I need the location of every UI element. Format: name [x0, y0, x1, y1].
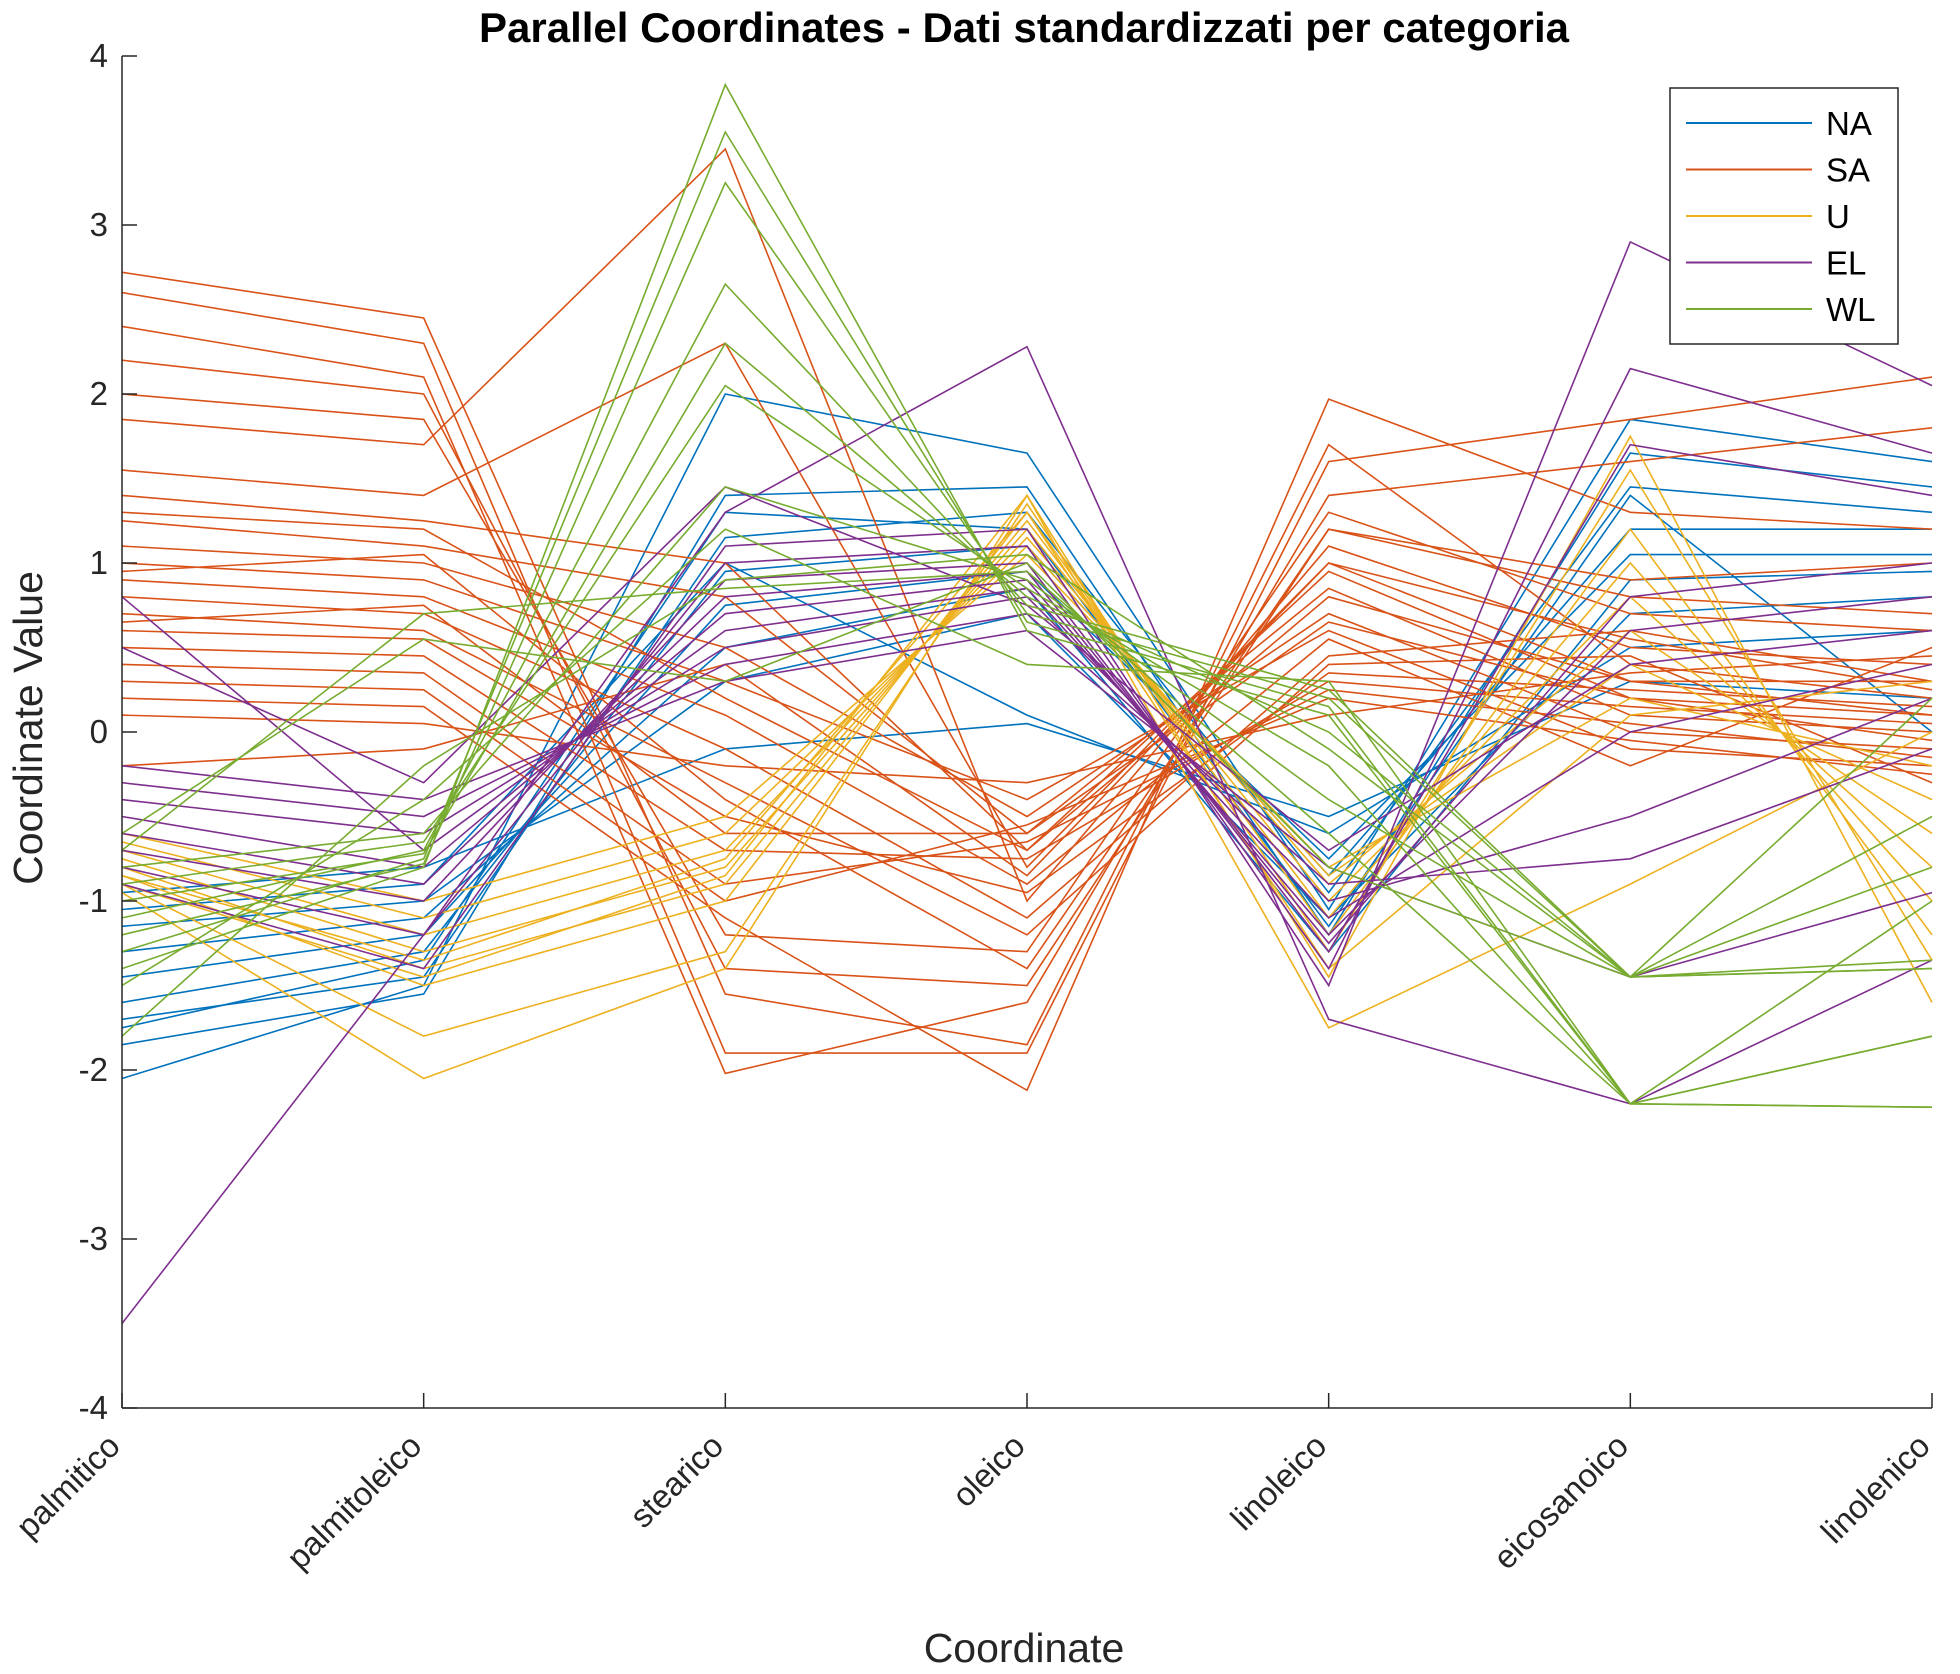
series-u-line-0 [121, 434, 1933, 1080]
legend: NA SA U EL WL [1669, 87, 1899, 345]
y-tick-label: 0 [90, 713, 108, 750]
series-na-line-9 [121, 494, 1933, 1029]
y-tick-label: -2 [79, 1051, 108, 1088]
series-wl-line-4 [121, 342, 1933, 979]
series-el-line-5 [121, 579, 1933, 936]
x-tick-label-stearico: stearico [622, 1427, 730, 1535]
series-sa-line-14 [121, 629, 1933, 894]
series-wl-line-9 [121, 528, 1933, 1108]
series-sa-line-13 [121, 612, 1933, 936]
series-sa-line-4 [121, 393, 1933, 953]
series-sa-line-1 [121, 291, 1933, 1054]
legend-label-el: EL [1826, 245, 1866, 282]
y-tick-label: 1 [90, 544, 108, 581]
legend-label-sa: SA [1826, 152, 1870, 189]
legend-label-na: NA [1826, 105, 1872, 142]
series-sa-line-11 [121, 579, 1933, 886]
y-tick-label: 4 [90, 37, 108, 74]
series-u-line-1 [121, 468, 1933, 1038]
chart-title: Parallel Coordinates - Dati standardizza… [479, 4, 1570, 51]
series-sa-line-16 [121, 663, 1933, 885]
plot-lines [121, 82, 1933, 1324]
series-na-line-8 [121, 680, 1933, 894]
axes: -4 -3 -2 -1 0 1 2 3 4 palmitico palmitoleico steari… [9, 37, 1937, 1576]
series-u-line-2 [121, 510, 1933, 987]
x-tick-label-palmitico: palmitico [9, 1427, 127, 1545]
series-sa-line-10 [121, 562, 1933, 801]
y-tick-label: 3 [90, 206, 108, 243]
y-tick-label: 2 [90, 375, 108, 412]
series-sa-line-15 [121, 646, 1933, 860]
series-na-line-1 [121, 452, 1933, 1046]
x-tick-label-palmitoleico: palmitoleico [279, 1427, 428, 1576]
series-sa-line-7 [121, 494, 1933, 852]
series-sa-line-3 [121, 359, 1933, 987]
x-tick-label-oleico: oleico [945, 1427, 1032, 1514]
x-tick-label-eicosanoico: eicosanoico [1486, 1427, 1635, 1576]
series-u-line-4 [121, 527, 1933, 953]
series-sa-line-19 [121, 655, 1933, 784]
x-axis-label: Coordinate [924, 1625, 1125, 1671]
y-tick-label: -4 [79, 1389, 108, 1426]
y-tick-label: -3 [79, 1220, 108, 1257]
x-tick-label-linolenico: linolenico [1813, 1427, 1936, 1550]
series-el-line-7 [121, 595, 1933, 902]
series-wl-line-10 [121, 553, 1933, 1037]
series-sa-line-21 [121, 511, 1933, 852]
series-sa-line-18 [121, 398, 1933, 1092]
series-sa-line-5 [121, 147, 1933, 903]
series-el-line-2 [121, 367, 1933, 971]
series-sa-line-17 [121, 680, 1933, 902]
legend-label-wl: WL [1826, 291, 1876, 328]
series-na-line-4 [121, 553, 1932, 978]
series-sa-line-2 [121, 325, 1933, 1075]
series-sa-line-20 [121, 562, 1933, 877]
series-u-line-8 [121, 493, 1933, 1029]
x-tick-label-linoleico: linoleico [1223, 1427, 1333, 1537]
series-el-line-1 [121, 240, 1933, 988]
y-tick-label: -1 [79, 882, 108, 919]
series-u-line-9 [121, 510, 1933, 970]
legend-label-u: U [1826, 198, 1850, 235]
series-na-line-3 [121, 528, 1932, 1004]
y-axis-label: Coordinate Value [5, 571, 51, 885]
